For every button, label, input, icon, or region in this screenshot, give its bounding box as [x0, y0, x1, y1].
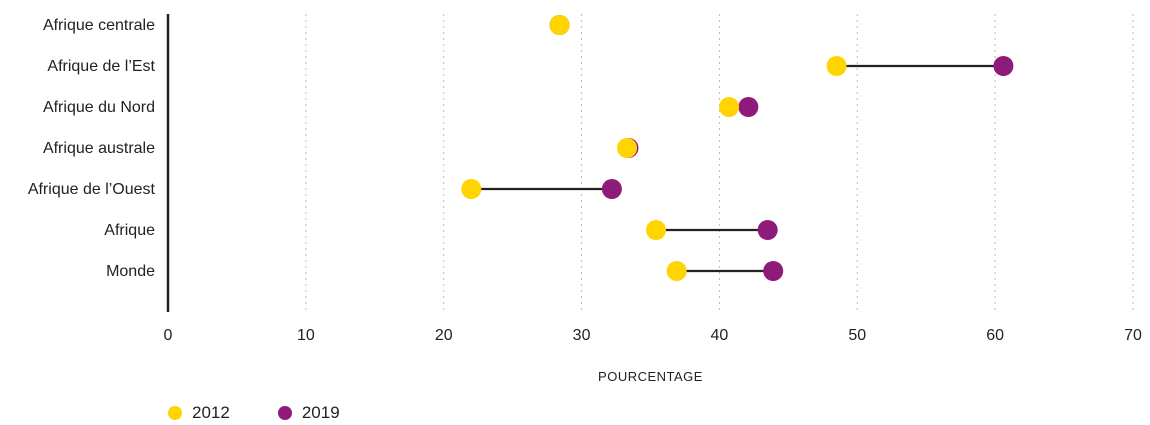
category-label-1: Afrique de l’Est [47, 58, 155, 75]
point-2019-2 [738, 97, 759, 117]
x-tick-40: 40 [711, 327, 729, 344]
category-labels: Afrique centrale Afrique de l’Est Afrique … [28, 17, 156, 280]
point-2019-6 [763, 261, 784, 281]
category-label-5: Afrique [104, 222, 155, 239]
x-tick-30: 30 [573, 327, 591, 344]
point-2019-5 [757, 220, 778, 240]
legend: 2012 2019 [168, 403, 340, 423]
legend-label-2012: 2012 [192, 403, 230, 422]
x-tick-50: 50 [848, 327, 866, 344]
point-2012-5 [646, 220, 667, 240]
legend-label-2019: 2019 [301, 403, 340, 422]
point-2019-1 [993, 56, 1014, 76]
connector-lines [471, 64, 1004, 273]
category-label-0: Afrique centrale [43, 17, 155, 34]
x-tick-10: 10 [297, 327, 315, 344]
x-axis-title: POURCENTAGE [598, 369, 703, 384]
point-2012-0 [549, 15, 570, 35]
category-label-6: Monde [106, 263, 155, 280]
legend-swatch-2012 [168, 406, 182, 420]
x-tick-labels: 0 10 20 30 40 50 60 70 [164, 327, 1142, 344]
point-2012-1 [826, 56, 847, 76]
legend-item-2012: 2012 [168, 403, 230, 423]
x-tick-60: 60 [986, 327, 1004, 344]
x-tick-20: 20 [435, 327, 453, 344]
point-2012-3 [617, 138, 638, 158]
category-label-3: Afrique australe [43, 140, 155, 157]
point-2012-4 [461, 179, 482, 199]
x-tick-0: 0 [164, 327, 173, 344]
data-points [461, 15, 1014, 281]
dumbbell-chart: 0 10 20 30 40 50 60 70 Afrique centraleAfrique … [28, 14, 1142, 384]
category-label-2: Afrique du Nord [43, 99, 155, 116]
legend-item-2019: 2019 [277, 403, 340, 423]
legend-swatch-2019 [277, 406, 292, 420]
point-2012-2 [719, 97, 740, 117]
category-label-4: Afrique de l’Ouest [28, 181, 156, 198]
x-tick-70: 70 [1124, 327, 1142, 344]
point-2012-6 [666, 261, 687, 281]
point-2019-4 [601, 179, 622, 199]
